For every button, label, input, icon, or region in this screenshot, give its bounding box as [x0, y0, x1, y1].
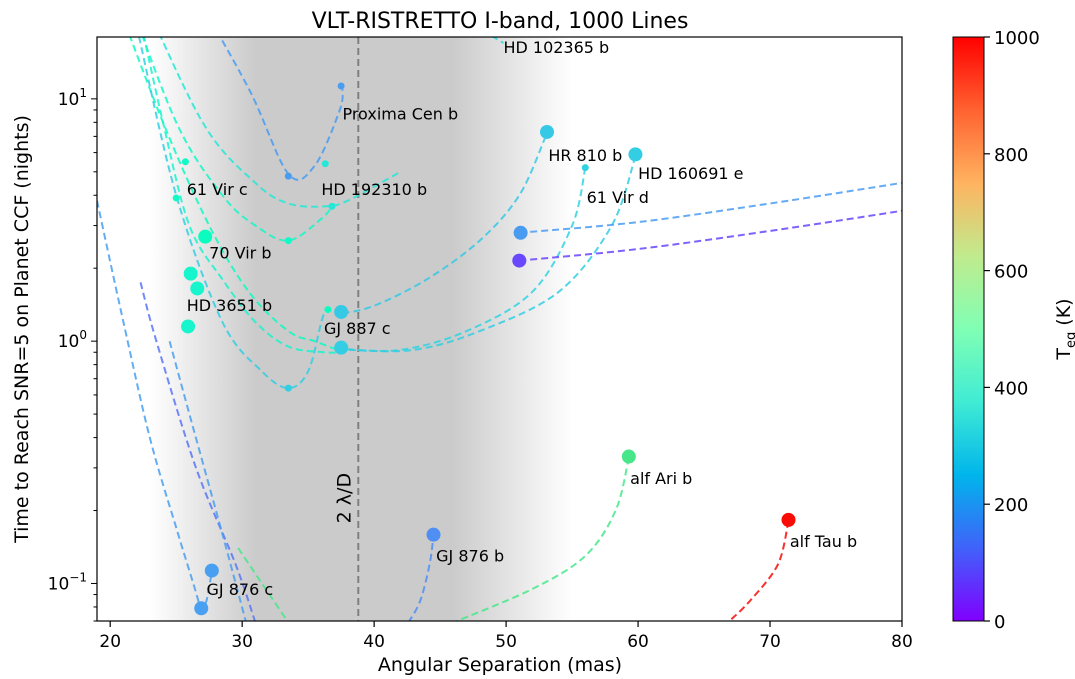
- colorbar-tick-label-800: 800: [994, 145, 1028, 166]
- planet-labels: HD 102365 b Proxima Cen b HD 192310 b 61 Vi…: [187, 38, 857, 599]
- point-proxima-cen-b-1: [284, 172, 292, 180]
- plot-area: [97, 37, 902, 621]
- curve-gj-887-c: [138, 37, 328, 390]
- x-axis-label: Angular Separation (mas): [378, 654, 622, 676]
- y-tick-label-0: 100: [58, 328, 87, 352]
- planet-curves: [97, 37, 902, 621]
- colorbar-tick-label-200: 200: [994, 495, 1028, 516]
- label-hd-3651-b: HD 3651 b: [187, 296, 272, 315]
- label-70-vir-b: 70 Vir b: [209, 244, 271, 263]
- point-hd-3651-b-2: [181, 319, 196, 334]
- curve-proxima-cen-b: [219, 37, 344, 181]
- label-alf-tau-b: alf Tau b: [790, 532, 857, 551]
- planet-points: [172, 82, 796, 616]
- colorbar-tick-label-400: 400: [994, 378, 1028, 399]
- curve-61-vir-d: [341, 167, 587, 353]
- point-hd-3651-b-0: [183, 266, 198, 281]
- label-hr-810-b: HR 810 b: [548, 146, 622, 165]
- point-alf-tau-b-0: [781, 512, 796, 527]
- colorbar-label: Teq (K): [1053, 298, 1075, 360]
- x-tick-label-20: 20: [99, 632, 121, 652]
- label-hd-192310-b: HD 192310 b: [321, 180, 427, 199]
- y-axis-label: Time to Reach SNR=5 on Planet CCF (night…: [11, 115, 33, 544]
- point-70-vir-b-0: [198, 229, 213, 244]
- point-hd-3651-b-1: [190, 281, 205, 296]
- label-alf-ari-b: alf Ari b: [630, 469, 692, 488]
- label-gj-887-c: GJ 887 c: [324, 319, 391, 338]
- point-gj-876-c-0: [204, 563, 219, 578]
- colorbar-tick-label-1000: 1000: [994, 28, 1040, 49]
- x-axis-ticks: 20 30 40 50 60 70 80: [99, 621, 913, 652]
- point-proxima-cen-b-0: [337, 82, 345, 90]
- point-61-vir-c-1: [172, 194, 180, 202]
- point-hr-810-b-1: [334, 304, 349, 319]
- curve-hr-810-b: [340, 135, 547, 315]
- curve-alf-tau-b: [727, 520, 790, 621]
- y-tick-label-1: 101: [58, 86, 87, 110]
- chart-title: VLT-RISTRETTO I-band, 1000 Lines: [312, 9, 689, 34]
- curve-hd-160691-e: [347, 155, 637, 353]
- curve-alf-ari-b-inner: [237, 547, 289, 621]
- curve-61-vir-c: [141, 37, 336, 242]
- curve-gj-876-c: [97, 200, 213, 611]
- point-hd-160691-e-0: [628, 147, 643, 162]
- point-alf-ari-b-0: [621, 449, 636, 464]
- x-tick-label-50: 50: [495, 632, 517, 652]
- plot-frame: [96, 36, 903, 622]
- label-61-vir-c: 61 Vir c: [187, 180, 248, 199]
- x-tick-label-40: 40: [363, 632, 385, 652]
- curve-gj-876-b-inner: [139, 282, 256, 621]
- point-hd-192310-b-1: [328, 202, 336, 210]
- point-hd-192310-b-0: [321, 160, 329, 168]
- curve-70-vir-b: [129, 37, 335, 350]
- curve-hd-3651-b: [143, 37, 342, 354]
- point-hr-810-b-0: [540, 124, 555, 139]
- label-gj-876-c: GJ 876 c: [207, 580, 274, 599]
- curve-gj-876-b: [408, 535, 435, 621]
- curve-gj-876-d: [519, 181, 902, 234]
- y-tick-label-−1: 10−1: [48, 570, 87, 594]
- point-61-vir-d-0: [581, 164, 589, 172]
- curve-gj-876-e: [519, 209, 902, 262]
- two-lambda-over-d-label: 2 λ/D: [333, 473, 355, 523]
- point-hd-160691-e-1: [334, 340, 349, 355]
- label-gj-876-b: GJ 876 b: [436, 547, 504, 566]
- label-hd-102365-b: HD 102365 b: [503, 38, 609, 57]
- label-61-vir-d: 61 Vir d: [587, 188, 649, 207]
- point-gj-876-d-0: [513, 225, 528, 240]
- colorbar-tick-label-600: 600: [994, 262, 1028, 283]
- colorbar-label-unit: (K): [1053, 298, 1075, 325]
- point-gj-887-c-0: [284, 384, 292, 392]
- label-proxima-cen-b: Proxima Cen b: [342, 105, 458, 124]
- point-61-vir-c-2: [284, 237, 292, 245]
- shaded-region: [97, 37, 902, 621]
- colorbar-label-sub: eq: [1064, 332, 1075, 348]
- y-axis-ticks: 10−1 100 101: [48, 86, 97, 622]
- curve-gj-876-c-inner: [168, 340, 247, 621]
- x-tick-label-70: 70: [759, 632, 781, 652]
- point-61-vir-c-0: [181, 158, 189, 166]
- colorbar-ticks: 0 200 400 600 800 1000: [984, 28, 1040, 633]
- curve-alf-ari-b: [454, 457, 630, 621]
- point-gj-876-e-0: [512, 253, 527, 268]
- curve-hd-192310-b: [159, 37, 401, 208]
- colorbar-tick-label-0: 0: [994, 612, 1005, 633]
- x-tick-label-30: 30: [231, 632, 253, 652]
- colorbar: [952, 36, 985, 622]
- x-tick-label-80: 80: [891, 632, 913, 652]
- label-hd-160691-e: HD 160691 e: [638, 164, 743, 183]
- point-gj-876-b-0: [426, 527, 441, 542]
- point-70-vir-b-1: [324, 306, 332, 314]
- point-gj-876-c-1: [194, 601, 209, 616]
- colorbar-label-main: T: [1053, 348, 1075, 361]
- x-tick-label-60: 60: [627, 632, 649, 652]
